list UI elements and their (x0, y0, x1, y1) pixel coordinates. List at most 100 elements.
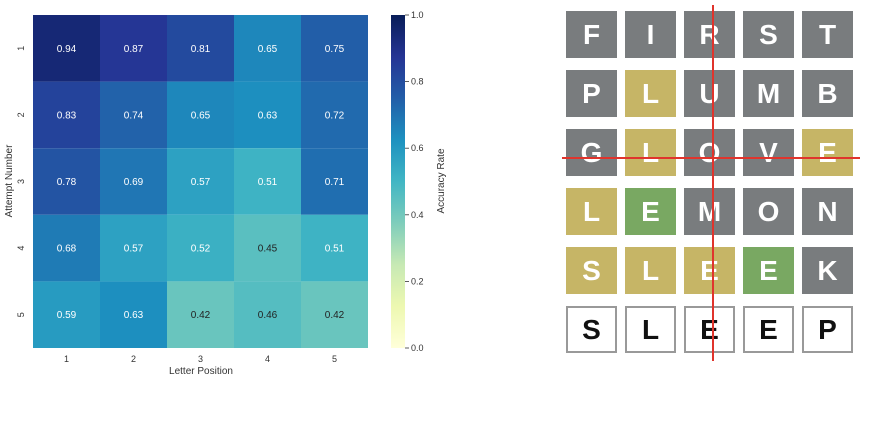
wordle-tile: L (566, 188, 617, 235)
x-tick-label: 3 (198, 354, 203, 364)
wordle-tile: E (684, 247, 735, 294)
x-tick-label: 1 (64, 354, 69, 364)
colorbar-tick-label: 0.6 (411, 143, 424, 153)
heatmap-cell-value: 0.81 (191, 44, 211, 55)
heatmap-cell (301, 148, 368, 215)
heatmap-cell-value: 0.69 (124, 177, 144, 188)
wordle-tile: P (802, 306, 853, 353)
wordle-tile: G (566, 129, 617, 176)
wordle-tile: V (743, 129, 794, 176)
wordle-tile: L (625, 306, 676, 353)
colorbar-tick-label: 0.8 (411, 77, 424, 87)
y-tick-label: 4 (16, 246, 26, 251)
wordle-tile: O (743, 188, 794, 235)
heatmap-cell (234, 15, 301, 82)
heatmap-cell-value: 0.63 (124, 310, 144, 321)
x-tick-label: 4 (265, 354, 270, 364)
wordle-tile: K (802, 247, 853, 294)
wordle-tile: L (625, 70, 676, 117)
wordle-tile: E (684, 306, 735, 353)
heatmap-cell (301, 281, 368, 348)
heatmap-cell (167, 148, 234, 215)
y-tick-label: 1 (16, 46, 26, 51)
heatmap-cell (100, 281, 167, 348)
heatmap-cell-value: 0.83 (57, 110, 77, 121)
heatmap-cell-value: 0.78 (57, 177, 77, 188)
heatmap-cell (301, 214, 368, 282)
heatmap-cell-value: 0.42 (325, 310, 345, 321)
heatmap-cell (100, 148, 167, 215)
heatmap-cell-value: 0.71 (325, 177, 345, 188)
heatmap-cell-value: 0.74 (124, 110, 144, 121)
heatmap-cell-value: 0.75 (325, 44, 345, 55)
heatmap-cell (100, 214, 167, 282)
wordle-tile: U (684, 70, 735, 117)
y-tick-label: 2 (16, 112, 26, 117)
crosshair-vertical-line (712, 5, 714, 361)
wordle-tile: E (625, 188, 676, 235)
heatmap-cell-value: 0.51 (258, 177, 278, 188)
y-tick-label: 5 (16, 312, 26, 317)
wordle-tile: E (802, 129, 853, 176)
heatmap-cell (234, 214, 301, 282)
heatmap-cell-value: 0.87 (124, 44, 144, 55)
heatmap-cell-value: 0.46 (258, 310, 278, 321)
heatmap-cell (33, 281, 100, 348)
heatmap-cell (33, 81, 100, 149)
heatmap-cell-value: 0.65 (191, 110, 211, 121)
heatmap-cell (301, 15, 368, 82)
x-tick-label: 2 (131, 354, 136, 364)
colorbar (391, 15, 405, 348)
wordle-tile: F (566, 11, 617, 58)
heatmap-cell (33, 214, 100, 282)
heatmap-cell-value: 0.72 (325, 110, 345, 121)
heatmap-cell-value: 0.65 (258, 44, 278, 55)
heatmap-cell-value: 0.57 (191, 177, 211, 188)
heatmap-cell (33, 148, 100, 215)
heatmap-cell-value: 0.59 (57, 310, 77, 321)
heatmap-cell-value: 0.45 (258, 244, 278, 255)
wordle-tile: M (743, 70, 794, 117)
heatmap-cell (167, 81, 234, 149)
wordle-tile: T (802, 11, 853, 58)
wordle-tile: E (743, 247, 794, 294)
wordle-tile: N (802, 188, 853, 235)
colorbar-tick-label: 0.2 (411, 276, 424, 286)
wordle-tile: S (743, 11, 794, 58)
heatmap-cell-value: 0.57 (124, 244, 144, 255)
wordle-tile: R (684, 11, 735, 58)
heatmap-cell (167, 15, 234, 82)
wordle-tile: I (625, 11, 676, 58)
wordle-tile: O (684, 129, 735, 176)
heatmap-cell (100, 15, 167, 82)
wordle-tile: L (625, 129, 676, 176)
colorbar-tick-label: 0.4 (411, 210, 424, 220)
wordle-tile: E (743, 306, 794, 353)
wordle-tile: S (566, 306, 617, 353)
heatmap-cell (167, 281, 234, 348)
heatmap-cell-value: 0.52 (191, 244, 211, 255)
y-axis-label: Attempt Number (4, 144, 15, 217)
heatmap-cell-value: 0.51 (325, 244, 345, 255)
heatmap-cell (234, 281, 301, 348)
colorbar-tick-label: 0.0 (411, 343, 424, 353)
crosshair-horizontal-line (562, 157, 860, 159)
heatmap-cell (234, 148, 301, 215)
x-axis-label: Letter Position (169, 366, 233, 377)
heatmap-cell (301, 81, 368, 149)
wordle-tile: S (566, 247, 617, 294)
wordle-tile: M (684, 188, 735, 235)
y-tick-label: 3 (16, 179, 26, 184)
x-tick-label: 5 (332, 354, 337, 364)
heatmap-cell (234, 81, 301, 149)
wordle-tile: L (625, 247, 676, 294)
heatmap-cell (33, 15, 100, 82)
wordle-tile: B (802, 70, 853, 117)
colorbar-label: Accuracy Rate (436, 148, 447, 213)
wordle-tile: P (566, 70, 617, 117)
heatmap-cell (167, 214, 234, 282)
colorbar-tick-label: 1.0 (411, 10, 424, 20)
heatmap-cell-value: 0.63 (258, 110, 278, 121)
